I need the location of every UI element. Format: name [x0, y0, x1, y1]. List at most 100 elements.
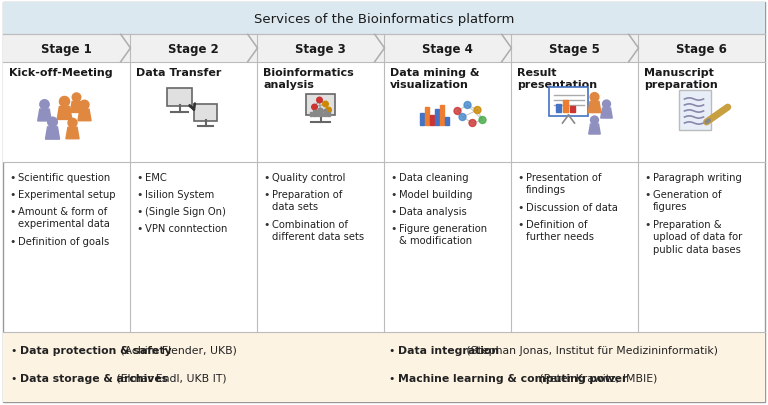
- FancyBboxPatch shape: [306, 95, 335, 116]
- Text: VPN conntection: VPN conntection: [145, 224, 227, 233]
- Text: Stage 2: Stage 2: [168, 43, 219, 55]
- Text: •: •: [390, 224, 396, 233]
- Text: (Peter Krawitz, IMBIE): (Peter Krawitz, IMBIE): [536, 373, 657, 383]
- Text: •: •: [389, 373, 399, 383]
- Text: •: •: [9, 173, 15, 183]
- Polygon shape: [45, 128, 60, 140]
- FancyBboxPatch shape: [130, 35, 257, 63]
- Text: •: •: [9, 207, 15, 216]
- Bar: [445, 118, 449, 126]
- Bar: [439, 106, 443, 126]
- Text: Stage 3: Stage 3: [295, 43, 346, 55]
- Polygon shape: [374, 35, 385, 63]
- Text: Machine learning & computing power: Machine learning & computing power: [398, 373, 627, 383]
- Text: Data storage & archives: Data storage & archives: [20, 373, 168, 383]
- Text: •: •: [263, 173, 270, 183]
- Text: •: •: [390, 207, 396, 216]
- Text: Amount & form of
experimental data: Amount & form of experimental data: [18, 207, 110, 229]
- FancyBboxPatch shape: [511, 35, 638, 63]
- Polygon shape: [38, 110, 51, 122]
- Polygon shape: [57, 107, 72, 120]
- Bar: [425, 108, 429, 126]
- Text: Stage 5: Stage 5: [549, 43, 600, 55]
- Circle shape: [72, 94, 81, 102]
- Text: Presentation of
findings: Presentation of findings: [526, 173, 601, 195]
- Bar: [320, 114, 323, 117]
- Bar: [313, 111, 316, 117]
- Text: Discussion of data: Discussion of data: [526, 202, 618, 213]
- Text: Kick-off-Meeting: Kick-off-Meeting: [9, 68, 113, 78]
- FancyBboxPatch shape: [384, 63, 511, 162]
- Text: Figure generation
& modification: Figure generation & modification: [399, 224, 487, 246]
- Text: Quality control: Quality control: [272, 173, 346, 183]
- FancyBboxPatch shape: [3, 35, 130, 63]
- Text: •: •: [11, 345, 21, 355]
- Text: •: •: [389, 345, 399, 355]
- Polygon shape: [601, 109, 612, 119]
- Text: Data Transfer: Data Transfer: [136, 68, 221, 78]
- Text: (Achim Flender, UKB): (Achim Flender, UKB): [118, 345, 237, 355]
- Text: Experimental setup: Experimental setup: [18, 190, 115, 200]
- Text: Generation of
figures: Generation of figures: [653, 190, 721, 212]
- Circle shape: [80, 101, 89, 110]
- Circle shape: [469, 120, 476, 127]
- Text: •: •: [136, 173, 142, 183]
- Text: Data protection & safety: Data protection & safety: [20, 345, 171, 355]
- Text: EMC: EMC: [145, 173, 167, 183]
- Circle shape: [312, 105, 317, 111]
- Circle shape: [464, 102, 471, 109]
- FancyBboxPatch shape: [257, 63, 384, 162]
- Circle shape: [590, 94, 599, 102]
- Text: Stage 1: Stage 1: [41, 43, 92, 55]
- Text: (Single Sign On): (Single Sign On): [145, 207, 226, 216]
- Circle shape: [318, 109, 323, 115]
- Circle shape: [316, 98, 323, 104]
- Bar: [327, 113, 329, 117]
- Text: •: •: [517, 173, 523, 183]
- Text: •: •: [390, 173, 396, 183]
- Text: Data integration: Data integration: [398, 345, 499, 355]
- Bar: [310, 113, 312, 117]
- FancyBboxPatch shape: [638, 63, 765, 162]
- FancyBboxPatch shape: [257, 35, 384, 63]
- Text: •: •: [11, 373, 21, 383]
- Circle shape: [454, 108, 461, 115]
- Text: •: •: [263, 220, 270, 230]
- Text: Definition of goals: Definition of goals: [18, 237, 109, 246]
- Text: (Stephan Jonas, Institut für Medizininformatik): (Stephan Jonas, Institut für Medizininfo…: [463, 345, 718, 355]
- FancyBboxPatch shape: [3, 63, 130, 162]
- Circle shape: [603, 101, 611, 109]
- Text: •: •: [517, 220, 523, 230]
- FancyBboxPatch shape: [194, 105, 217, 122]
- Text: Isilion System: Isilion System: [145, 190, 214, 200]
- Circle shape: [68, 119, 77, 128]
- Text: •: •: [644, 220, 650, 230]
- FancyBboxPatch shape: [511, 63, 638, 162]
- Text: Combination of
different data sets: Combination of different data sets: [272, 220, 364, 242]
- Text: •: •: [9, 190, 15, 200]
- Text: Model building: Model building: [399, 190, 472, 200]
- Polygon shape: [628, 35, 639, 63]
- Polygon shape: [588, 102, 601, 113]
- Text: Result
presentation: Result presentation: [517, 68, 598, 90]
- FancyBboxPatch shape: [167, 88, 192, 107]
- Text: •: •: [9, 237, 15, 246]
- Text: •: •: [390, 190, 396, 200]
- Text: Data cleaning: Data cleaning: [399, 173, 468, 183]
- Text: Preparation &
upload of data for
public data bases: Preparation & upload of data for public …: [653, 220, 742, 254]
- Text: Preparation of
data sets: Preparation of data sets: [272, 190, 343, 212]
- Circle shape: [59, 97, 70, 107]
- Circle shape: [48, 118, 58, 128]
- Circle shape: [591, 117, 598, 125]
- Text: •: •: [644, 190, 650, 200]
- Polygon shape: [120, 35, 131, 63]
- Text: Data analysis: Data analysis: [399, 207, 467, 216]
- Text: Bioinformatics
analysis: Bioinformatics analysis: [263, 68, 354, 90]
- Text: Stage 6: Stage 6: [676, 43, 727, 55]
- Text: Scientific question: Scientific question: [18, 173, 111, 183]
- Bar: [419, 114, 423, 126]
- Circle shape: [479, 117, 486, 124]
- FancyBboxPatch shape: [130, 63, 257, 162]
- Circle shape: [326, 108, 331, 113]
- Polygon shape: [589, 125, 601, 135]
